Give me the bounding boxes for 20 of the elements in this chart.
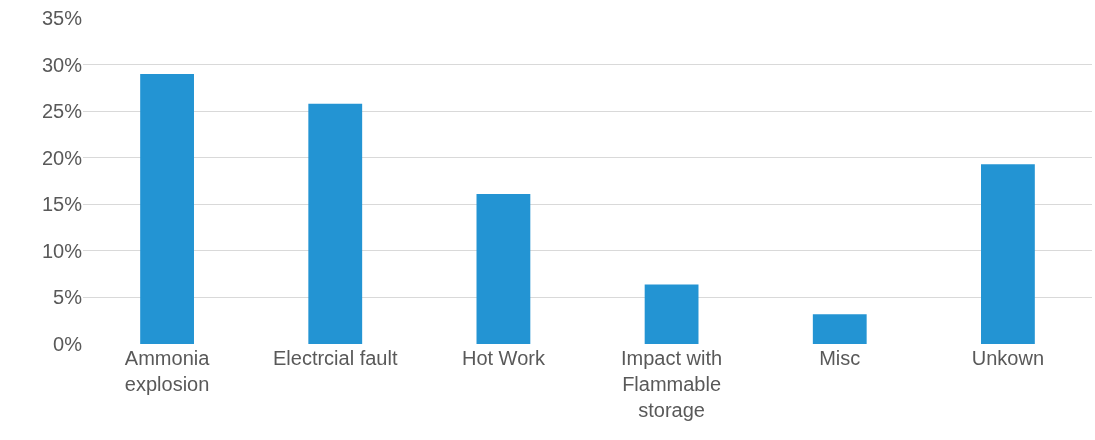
x-tick-label: Electrcial fault [273, 347, 398, 369]
x-tick-label: Misc [819, 347, 861, 369]
y-tick-label: 15% [41, 193, 83, 216]
y-tick-label: 10% [41, 239, 83, 262]
bar [812, 314, 867, 344]
x-tick-label: Ammonia explosion [124, 347, 211, 395]
bar [308, 103, 363, 344]
x-tick-label: Unkown [971, 347, 1045, 369]
y-tick-label: 20% [41, 146, 83, 169]
bar [981, 164, 1035, 344]
y-tick-label: 30% [41, 53, 83, 76]
bar [140, 73, 194, 344]
y-tick-label: 0% [53, 333, 83, 355]
bar [644, 284, 699, 344]
y-tick-label: 5% [53, 286, 83, 309]
x-tick-label: Impact with Flammable storage [621, 347, 723, 421]
bar [476, 194, 531, 344]
y-tick-label: 25% [41, 100, 83, 123]
y-tick-label: 35% [41, 7, 83, 29]
x-tick-label: Hot Work [461, 347, 546, 369]
